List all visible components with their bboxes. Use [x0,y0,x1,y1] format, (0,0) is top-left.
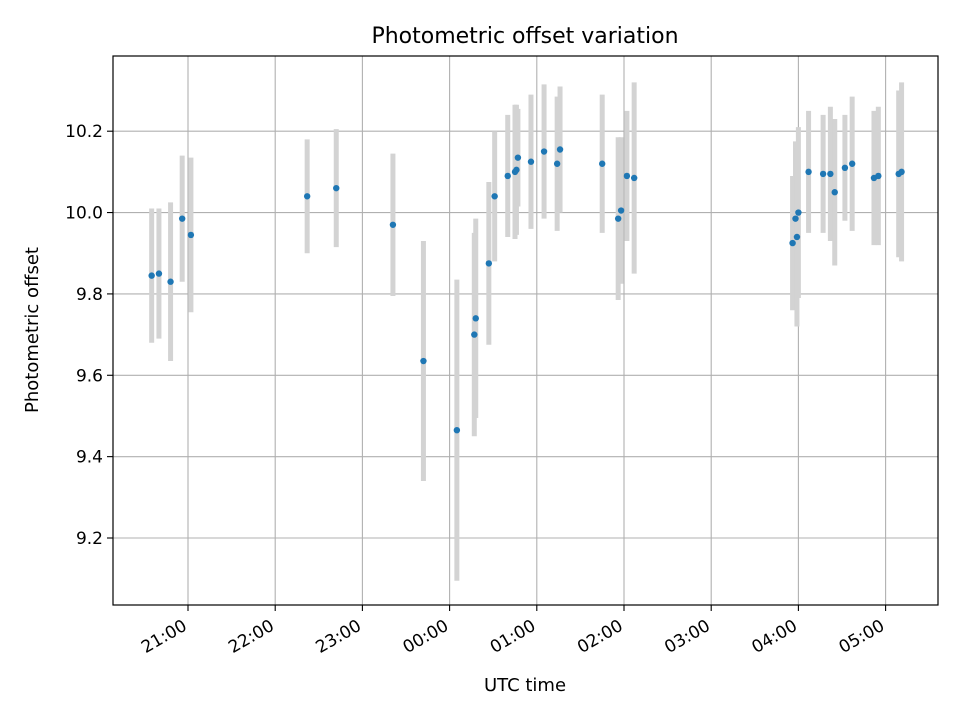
data-point [805,168,812,176]
data-point [614,215,622,222]
y-tick-label: 9.2 [76,529,103,549]
data-point [819,170,827,178]
data-point [630,174,638,182]
data-point [491,193,498,200]
data-point [453,426,461,434]
data-point [623,172,631,180]
data-point [793,233,801,241]
plot-frame [112,55,939,606]
data-point [187,231,195,239]
data-point [831,189,838,196]
data-point [875,172,882,180]
data-point [513,166,520,174]
data-point [789,239,796,247]
data-point [472,315,479,322]
data-point [303,193,311,200]
data-point [556,146,564,153]
data-point [599,160,606,167]
data-point [471,331,478,338]
data-point [333,184,340,192]
data-point [848,160,856,167]
data-point [827,170,834,178]
data-point [148,272,155,279]
data-point [540,148,548,155]
data-point [420,357,427,365]
data-point [792,215,799,222]
data-points [148,146,905,434]
y-tick-label: 10.2 [65,122,103,142]
data-point [504,172,511,180]
data-point [553,160,561,167]
data-point [527,158,535,165]
data-point [841,164,849,172]
data-point [178,215,186,222]
data-point [795,209,802,216]
x-axis-label: UTC time [484,675,566,696]
y-tick-label: 10.0 [65,204,103,224]
data-point [485,260,493,267]
y-axis-ticks: 9.2 9.4 9.6 9.8 10.0 10.2 [65,122,113,549]
data-point [167,278,174,285]
y-tick-label: 9.4 [76,448,103,468]
chart-title: Photometric offset variation [371,24,678,49]
y-tick-label: 9.6 [76,366,103,386]
data-point [617,207,625,214]
x-gridlines [187,56,887,605]
data-point [155,270,163,277]
data-point [898,168,905,176]
data-point [389,221,397,228]
data-point [514,154,522,161]
y-tick-label: 9.8 [76,285,103,305]
y-axis-label: Photometric offset [22,247,43,413]
